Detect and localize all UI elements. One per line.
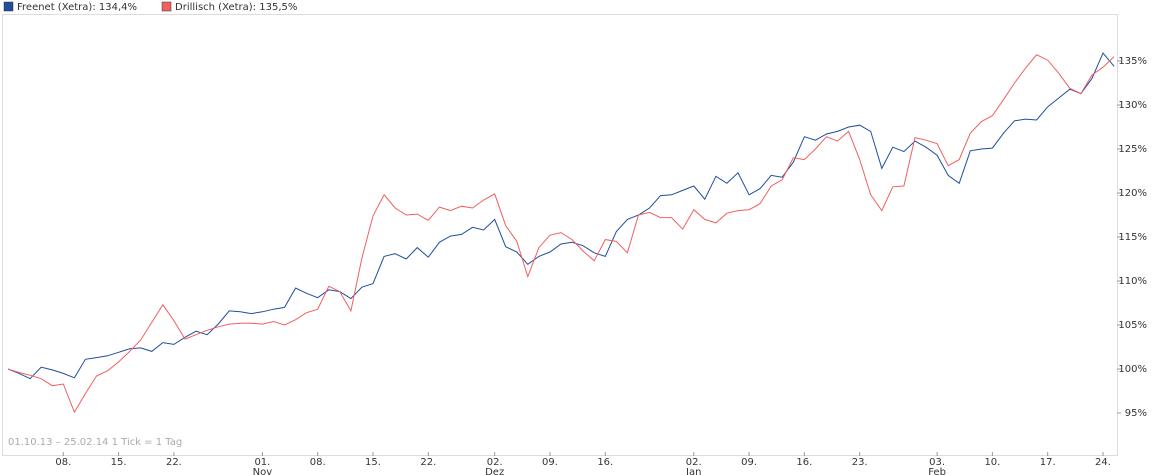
x-tick-label: 02. (686, 457, 702, 468)
x-month-label: Jan (685, 467, 701, 475)
y-tick-label: 130% (1118, 100, 1147, 111)
date-range-note: 01.10.13 – 25.02.14 1 Tick = 1 Tag (8, 437, 182, 448)
x-tick-label: 22. (420, 457, 436, 468)
x-tick-label: 01. (254, 457, 270, 468)
x-tick-label: 22. (166, 457, 182, 468)
plot-frame (2, 14, 1118, 456)
x-tick-label: 03. (929, 457, 945, 468)
x-tick-label: 09. (542, 457, 558, 468)
x-month-label: Feb (928, 467, 946, 475)
x-tick-label: 08. (55, 457, 71, 468)
y-tick-label: 120% (1118, 188, 1147, 199)
x-tick-label: 17. (1040, 457, 1056, 468)
x-tick-label: 16. (796, 457, 812, 468)
x-tick-label: 02. (487, 457, 503, 468)
legend-swatch (3, 1, 14, 12)
y-tick-label: 110% (1118, 276, 1147, 287)
x-tick-label: 24. (1095, 457, 1111, 468)
y-tick-label: 95% (1125, 408, 1147, 419)
x-tick-label: 09. (741, 457, 757, 468)
y-tick-label: 105% (1118, 320, 1147, 331)
x-month-label: Dez (485, 467, 504, 475)
x-tick-label: 10. (984, 457, 1000, 468)
y-tick-label: 135% (1118, 56, 1147, 67)
y-tick-label: 115% (1118, 232, 1147, 243)
x-tick-label: 08. (310, 457, 326, 468)
legend-swatch (161, 1, 172, 12)
x-month-label: Nov (253, 467, 273, 475)
y-tick-label: 125% (1118, 144, 1147, 155)
series-line (7, 52, 1115, 380)
x-tick-label: 16. (597, 457, 613, 468)
x-tick-label: 15. (365, 457, 381, 468)
x-tick-label: 15. (111, 457, 127, 468)
series-line (7, 54, 1115, 414)
y-tick-label: 100% (1118, 364, 1147, 375)
x-tick-label: 23. (852, 457, 868, 468)
legend-label: Freenet (Xetra): 134,4% (17, 2, 137, 13)
legend-label: Drillisch (Xetra): 135,5% (175, 2, 297, 13)
